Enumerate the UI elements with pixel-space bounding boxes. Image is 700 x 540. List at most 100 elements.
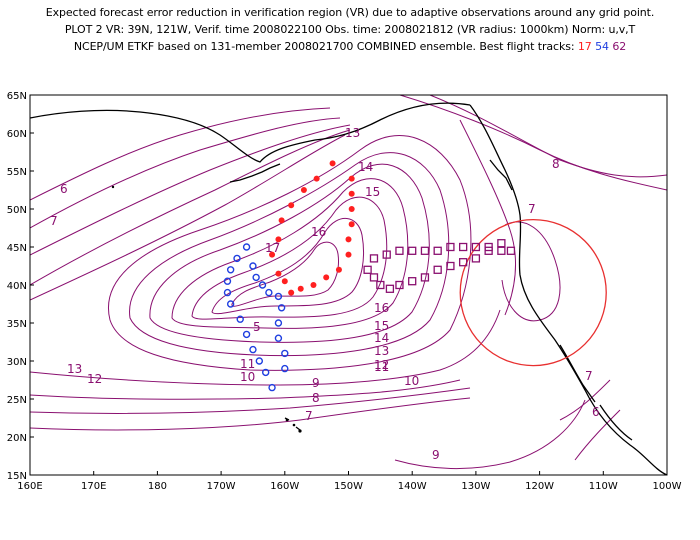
contour-label: 6: [60, 182, 68, 196]
blue-track-point: [226, 300, 235, 308]
y-tick-label: 35N: [7, 319, 27, 330]
red-track-point: [278, 217, 285, 224]
x-tick-label: 170E: [81, 481, 106, 492]
x-tick-label: 110W: [589, 481, 618, 492]
coast-bc-islands: [489, 159, 513, 191]
x-tick-label: 180: [148, 481, 167, 492]
blue-track-point: [255, 357, 264, 365]
coastlines: [30, 102, 667, 475]
blue-track-point: [242, 243, 251, 251]
contour-label: 13: [345, 126, 360, 140]
x-tick-label: 100W: [653, 481, 682, 492]
contour-8: [30, 124, 351, 256]
contour-label: 13: [374, 344, 389, 358]
contour-label: 7: [305, 409, 313, 423]
island-marker: [298, 429, 302, 433]
red-track-point: [288, 289, 295, 296]
flight-label-blue: 54: [595, 40, 609, 53]
x-tick-label: 130W: [461, 481, 490, 492]
contour-label: 7: [585, 369, 593, 383]
blue-track-point: [223, 288, 232, 297]
purple-track-point: [506, 246, 516, 255]
purple-track-point: [484, 242, 493, 252]
blue-track-point: [274, 319, 283, 327]
purple-track-point: [446, 261, 455, 271]
purple-track-point: [433, 265, 442, 274]
contour-7-ne: [399, 95, 667, 191]
purple-track-point: [395, 246, 404, 255]
flight-label-purple: 62: [612, 40, 627, 53]
contour-label: 15: [365, 185, 380, 199]
contour-label: 7: [528, 202, 536, 216]
contour-label: 11: [374, 360, 389, 374]
contour-label: 7: [50, 214, 58, 228]
purple-track-point: [420, 246, 430, 255]
contour-8-south: [30, 387, 471, 414]
blue-track-point: [281, 349, 289, 358]
contour-lines: [30, 95, 667, 470]
purple-track-point: [497, 246, 506, 255]
blue-track-point: [226, 266, 235, 274]
contour-16: [211, 217, 365, 315]
blue-track-point: [274, 334, 283, 342]
red-track-point: [275, 236, 282, 243]
blue-track-point: [223, 277, 232, 285]
contour-label: 12: [87, 372, 102, 386]
purple-track-point: [395, 280, 404, 290]
purple-track-point: [408, 277, 417, 286]
contour-label: 8: [552, 157, 560, 171]
blue-track-point: [281, 364, 289, 373]
red-track-point: [323, 274, 330, 281]
contour-label: 10: [240, 370, 255, 384]
contour-label: 9: [432, 448, 440, 462]
blue-track-point: [274, 292, 283, 301]
red-track-point: [345, 236, 352, 243]
x-tick-label: 150W: [334, 481, 363, 492]
purple-track-point: [382, 250, 391, 259]
contour-7: [30, 117, 341, 229]
y-tick-label: 40N: [7, 281, 27, 292]
blue-track-point: [252, 273, 260, 282]
y-axis: 65N 60N 55N 50N 45N 40N 35N 30N 25N 20N 15N: [7, 91, 34, 482]
contour-label: 5: [253, 320, 261, 334]
y-tick-label: 20N: [7, 433, 27, 444]
coast-baja: [559, 344, 596, 403]
coast-mexico: [599, 404, 633, 441]
plot-frame: [29, 94, 668, 476]
contour-far-east: [459, 119, 516, 316]
purple-track-point: [497, 239, 506, 248]
y-tick-label: 50N: [7, 205, 27, 216]
blue-track-point: [265, 288, 273, 297]
x-axis: 160E 170E 180 170W 160W 150W 140W 130W 120W 110W 1…: [17, 471, 682, 492]
contour-label: 9: [312, 376, 320, 390]
contour-8-ne: [429, 95, 667, 178]
contour-label: 15: [374, 319, 389, 333]
title-line-1: Expected forecast error reduction in ver…: [45, 6, 655, 19]
contour-6: [30, 107, 331, 201]
coast-aleutians: [229, 163, 281, 183]
red-track-point: [275, 270, 282, 277]
island-marker: [285, 418, 289, 422]
title-line-3-prefix: NCEP/UM ETKF based on 131-member 2008021…: [73, 40, 575, 53]
contour-label: 16: [311, 225, 326, 239]
blue-track-point: [249, 262, 257, 270]
y-tick-label: 65N: [7, 91, 27, 102]
blue-track-point: [258, 281, 267, 289]
purple-track-point: [363, 265, 372, 274]
y-tick-label: 30N: [7, 357, 27, 368]
contour-label: 10: [404, 374, 419, 388]
purple-track-point: [471, 254, 481, 263]
y-tick-label: 25N: [7, 395, 27, 406]
flight-label-red: 17: [577, 40, 592, 53]
y-tick-label: 55N: [7, 167, 27, 178]
y-tick-label: 15N: [7, 471, 27, 482]
red-track-point: [348, 221, 355, 228]
title-line-3: NCEP/UM ETKF based on 131-member 2008021…: [0, 40, 700, 53]
purple-track-point: [471, 242, 481, 252]
red-track-point: [300, 187, 307, 193]
blue-track-point: [233, 254, 241, 263]
red-track-point: [288, 202, 295, 209]
red-track-point: [348, 175, 355, 182]
contour-6-se: [574, 409, 621, 461]
